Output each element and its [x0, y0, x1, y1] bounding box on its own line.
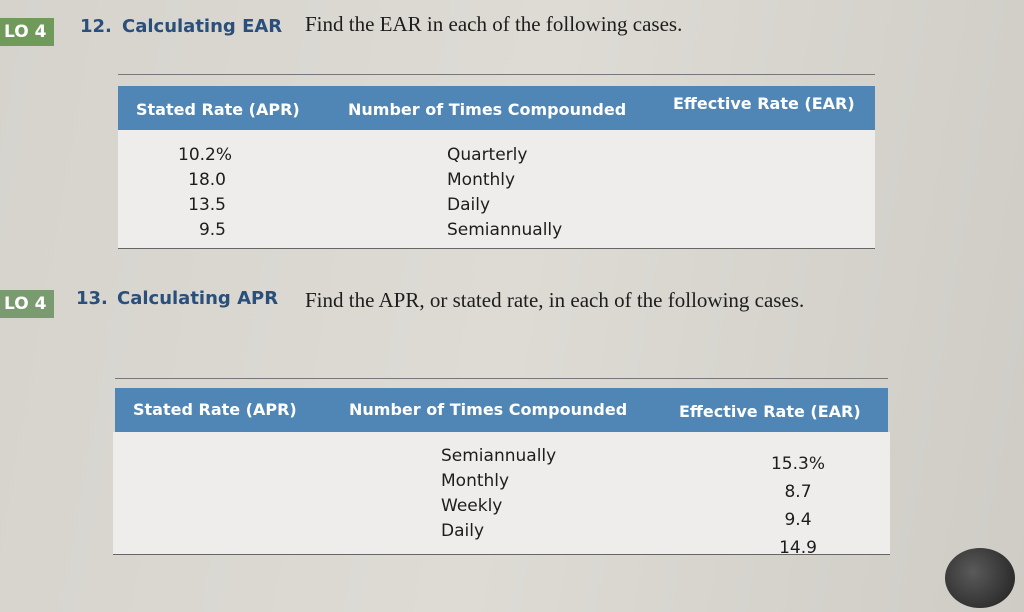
header-cell: Number of Times Compounded [348, 100, 627, 119]
header-cell: Effective Rate (EAR) [673, 94, 855, 113]
table-header: Stated Rate (APR) Number of Times Compou… [118, 86, 875, 130]
cell: 18.0 [188, 170, 226, 190]
problem-text: Find the EAR in each of the following ca… [305, 12, 683, 36]
cell: Semiannually [447, 220, 563, 240]
cell: Monthly [441, 471, 510, 491]
cell: 13.5 [188, 195, 226, 215]
cell: Semiannually [441, 446, 557, 466]
decoration [945, 548, 1015, 608]
cell: 9.5 [198, 220, 226, 240]
problem-text: Find the APR, or stated rate, in each of… [305, 288, 805, 312]
apr-column: 10.2% 18.0 13.5 9.5 [178, 143, 233, 243]
table-body: Semiannually Monthly Weekly Daily 15.3% … [113, 432, 890, 558]
lo-badge: LO 4 [0, 290, 55, 318]
cell: Daily [447, 195, 491, 215]
problem-title: Calculating EAR [122, 16, 283, 37]
cell: 14.9 [779, 538, 817, 558]
cell: 10.2% [178, 145, 233, 165]
compounding-column: Semiannually Monthly Weekly Daily [441, 444, 556, 544]
cell: 9.4 [784, 510, 812, 530]
problem-title: Calculating APR [117, 288, 279, 309]
header-cell: Stated Rate (APR) [136, 100, 300, 119]
rule [118, 74, 875, 75]
header-cell: Stated Rate (APR) [133, 400, 297, 419]
problem-number: 13. [76, 288, 108, 309]
cell: 15.3% [770, 454, 825, 474]
problem-number: 12. [80, 16, 112, 37]
cell: 8.7 [784, 482, 812, 502]
compounding-column: Quarterly Monthly Daily Semiannually [447, 143, 562, 243]
header-cell: Effective Rate (EAR) [679, 402, 861, 421]
ear-column: 15.3% 8.7 9.4 14.9 [753, 450, 843, 562]
header-cell: Number of Times Compounded [349, 400, 628, 419]
cell: Quarterly [447, 145, 528, 165]
table-header: Stated Rate (APR) Number of Times Compou… [115, 388, 888, 432]
table-body: 10.2% 18.0 13.5 9.5 Quarterly Monthly Da… [118, 130, 875, 249]
cell: Weekly [441, 496, 503, 516]
lo-badge: LO 4 [0, 18, 55, 46]
rule [115, 378, 888, 379]
cell: Monthly [447, 170, 516, 190]
cell: Daily [441, 521, 485, 541]
